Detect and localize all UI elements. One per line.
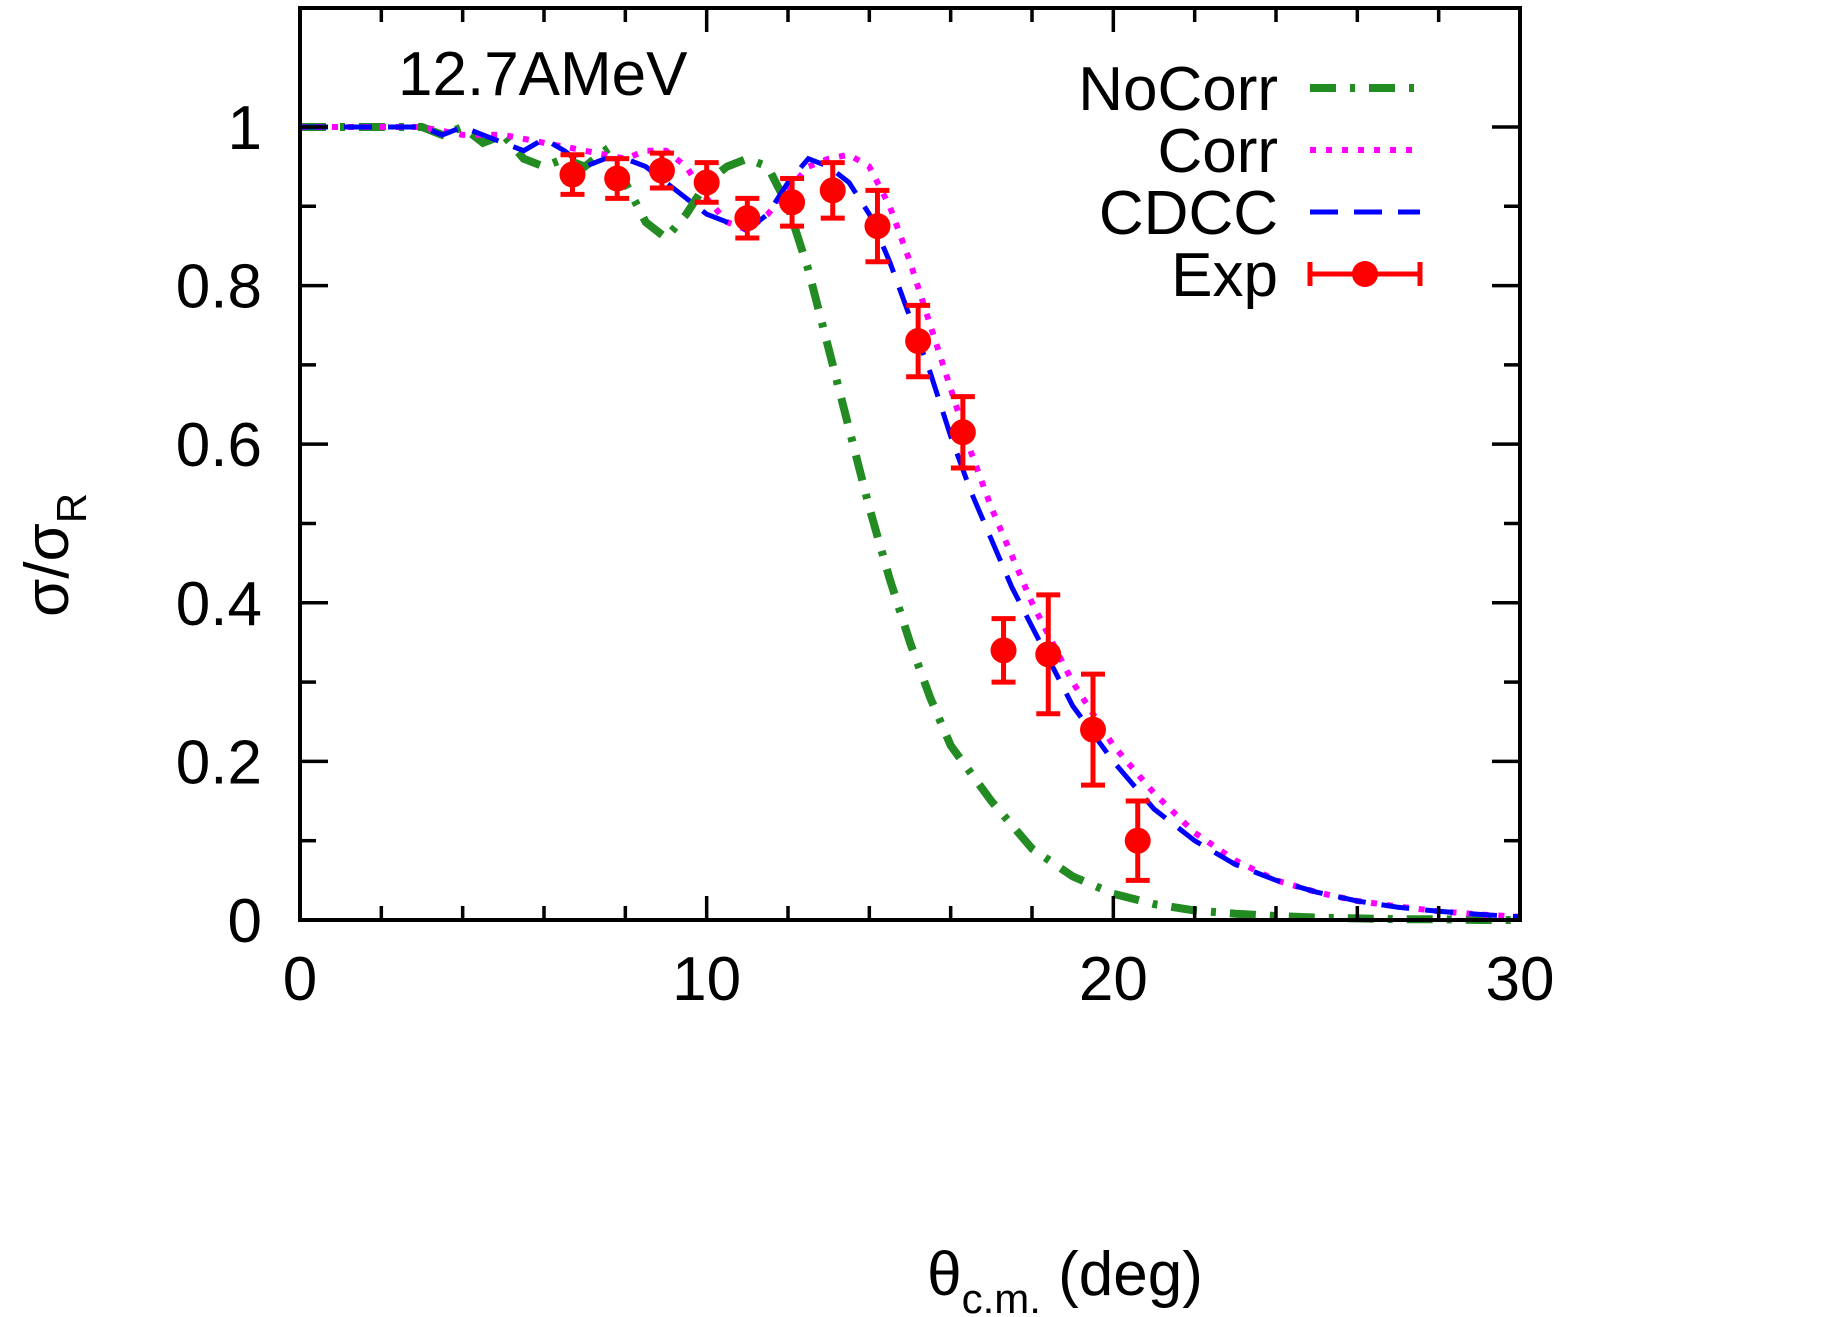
legend-label: CDCC — [1099, 179, 1278, 248]
x-axis-label: θc.m. (deg) — [927, 1240, 1203, 1317]
legend-entry-nocorr: NoCorr — [1078, 55, 1420, 124]
x-tick-label: 10 — [672, 945, 741, 1014]
exp-data-point — [905, 302, 932, 380]
legend-label: NoCorr — [1078, 55, 1278, 124]
experimental-points-layer — [559, 150, 1151, 883]
exp-data-point — [819, 160, 846, 221]
y-axis-label: σ/σR — [13, 493, 95, 617]
legend-swatch-marker — [1352, 261, 1378, 287]
exp-data-point — [734, 195, 761, 241]
exp-data-point — [559, 152, 586, 197]
exp-marker — [604, 165, 631, 192]
series-line-nocorr — [300, 122, 1520, 924]
energy-annotation: 12.7AMeV — [398, 40, 688, 109]
exp-data-point — [779, 176, 806, 229]
exp-marker — [559, 161, 586, 188]
series-line-cdcc — [300, 124, 1521, 920]
series-line-corr — [300, 124, 1521, 920]
exp-marker — [1035, 641, 1062, 668]
exp-marker — [734, 205, 761, 232]
exp-marker — [648, 157, 675, 184]
y-tick-label: 0.6 — [176, 411, 262, 480]
x-tick-label: 0 — [283, 945, 317, 1014]
exp-data-point — [1124, 798, 1151, 883]
exp-data-point — [604, 156, 631, 201]
x-axis-label-symbol: θ — [927, 1240, 961, 1309]
legend-label: Exp — [1171, 241, 1278, 310]
y-tick-label: 0.2 — [176, 728, 262, 797]
x-tick-label: 20 — [1079, 945, 1148, 1014]
exp-marker — [949, 419, 976, 446]
curves-layer — [300, 122, 1521, 924]
exp-marker — [990, 637, 1017, 664]
exp-marker — [905, 328, 932, 355]
y-axis-label-subscript: R — [48, 493, 95, 523]
y-tick-label: 1 — [228, 94, 262, 163]
exp-marker — [693, 169, 720, 196]
legend-entry-cdcc: CDCC — [1099, 179, 1420, 248]
exp-data-point — [1080, 671, 1106, 788]
exp-marker — [1124, 827, 1151, 854]
legend-label: Corr — [1157, 117, 1278, 186]
plot-frame — [298, 6, 1522, 922]
y-tick-label: 0.4 — [176, 570, 262, 639]
exp-marker — [864, 213, 891, 240]
exp-data-point — [693, 160, 720, 205]
y-axis-label-symbol: σ/σ — [13, 523, 82, 617]
x-axis-label-subscript: c.m. — [962, 1275, 1041, 1317]
exp-data-point — [864, 187, 891, 265]
tick-labels-layer: 0 10 20 30 0 0.2 0.4 0.6 0.8 1 — [176, 94, 1555, 1014]
exp-marker — [819, 177, 846, 204]
exp-data-point — [990, 616, 1017, 685]
legend-entry-corr: Corr — [1157, 117, 1420, 186]
exp-data-point — [949, 394, 976, 471]
exp-marker — [1080, 716, 1106, 743]
y-tick-label: 0 — [228, 887, 262, 956]
x-axis-label-unit: (deg) — [1041, 1240, 1203, 1309]
legend-entry-exp: Exp — [1171, 241, 1423, 310]
exp-data-point — [648, 150, 675, 191]
exp-marker — [779, 189, 806, 216]
y-tick-label: 0.8 — [176, 253, 262, 322]
x-tick-label: 30 — [1486, 945, 1555, 1014]
exp-data-point — [1035, 592, 1062, 717]
